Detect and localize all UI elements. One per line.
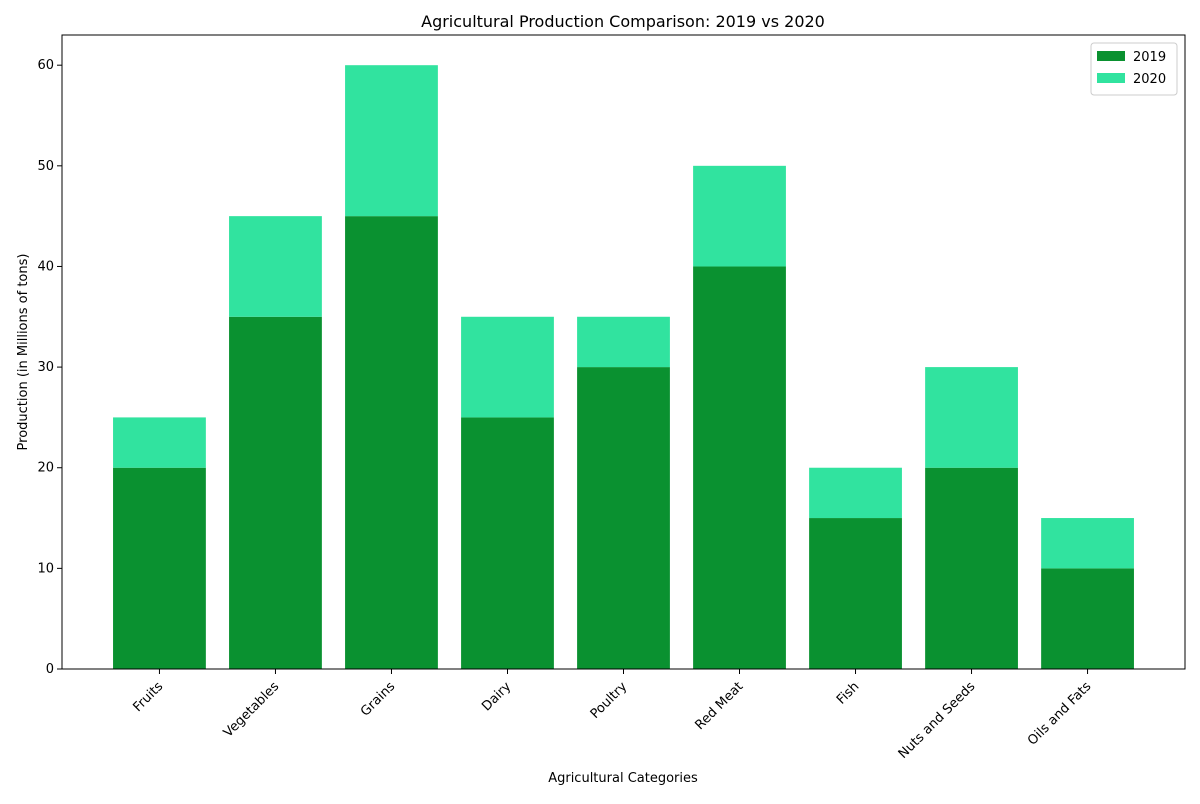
bar-segment xyxy=(577,316,670,368)
x-tick-label: Dairy xyxy=(479,679,514,714)
bar-segment xyxy=(693,266,786,669)
x-tick-label: Red Meat xyxy=(693,679,747,733)
x-tick-label: Oils and Fats xyxy=(1025,679,1095,749)
bar-segment xyxy=(229,316,322,669)
x-tick-label: Fruits xyxy=(130,679,166,715)
y-tick-label: 20 xyxy=(37,461,54,476)
bar-segment xyxy=(345,65,438,217)
x-axis-label: Agricultural Categories xyxy=(548,771,698,786)
x-tick-label: Grains xyxy=(358,679,398,719)
y-tick-label: 10 xyxy=(37,561,54,576)
legend-label: 2020 xyxy=(1133,72,1166,87)
bar-segment xyxy=(113,417,206,468)
legend: 2019 2020 xyxy=(1090,42,1178,96)
bar-segment xyxy=(809,518,902,669)
bar-segment xyxy=(693,165,786,267)
bar-segment xyxy=(925,367,1018,468)
y-tick-label: 50 xyxy=(37,159,54,174)
bar-segment xyxy=(925,467,1018,669)
legend-swatch xyxy=(1097,51,1125,61)
plot-frame xyxy=(61,34,1186,670)
y-tick-label: 60 xyxy=(37,58,54,73)
bar-segment xyxy=(577,367,670,669)
x-tick-label: Vegetables xyxy=(221,679,283,741)
y-tick-label: 0 xyxy=(46,662,54,677)
bar-segment xyxy=(1041,518,1134,569)
x-tick-label: Fish xyxy=(834,679,862,707)
bar-segment xyxy=(113,467,206,669)
y-axis-label: Production (in Millions of tons) xyxy=(16,254,31,451)
y-tick-label: 40 xyxy=(37,259,54,274)
x-tick-label: Nuts and Seeds xyxy=(896,679,979,762)
bar-segment xyxy=(461,417,554,669)
bar-segment xyxy=(809,467,902,519)
x-tick-label: Poultry xyxy=(588,679,631,722)
bar-segment xyxy=(1041,568,1134,669)
bar-segment xyxy=(229,216,322,317)
legend-swatch xyxy=(1097,73,1125,83)
chart-title: Agricultural Production Comparison: 2019… xyxy=(421,12,825,31)
legend-label: 2019 xyxy=(1133,50,1166,65)
bar-segment xyxy=(461,316,554,418)
bar-segment xyxy=(345,216,438,669)
y-tick-label: 30 xyxy=(37,360,54,375)
